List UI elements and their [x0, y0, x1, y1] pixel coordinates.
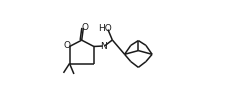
Text: O: O	[81, 23, 88, 32]
Text: HO: HO	[98, 24, 112, 33]
Text: N: N	[100, 42, 107, 50]
Text: O: O	[64, 41, 71, 50]
